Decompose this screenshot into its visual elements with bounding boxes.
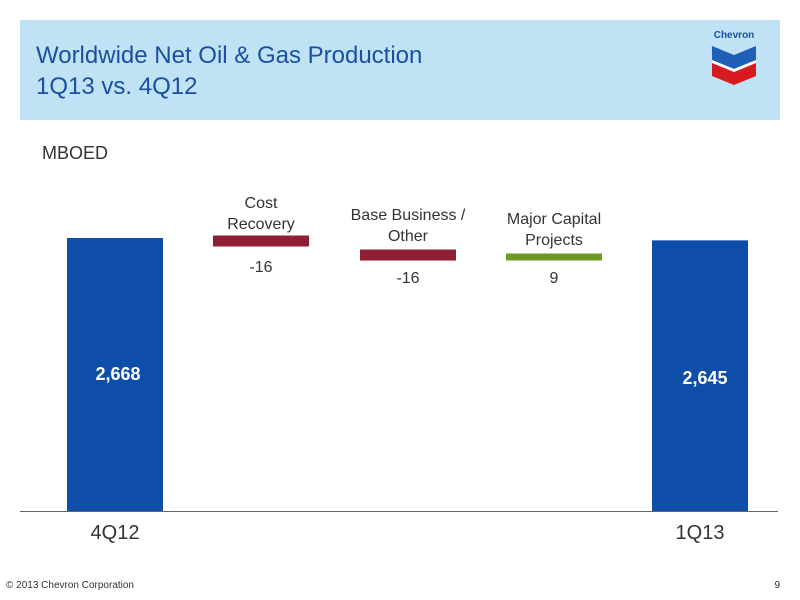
- copyright: © 2013 Chevron Corporation: [6, 580, 134, 591]
- x-tick-label: 1Q13: [676, 522, 725, 544]
- data-label: -16: [396, 270, 419, 287]
- category-label: Major Capital: [507, 211, 601, 228]
- title-line-2: 1Q13 vs. 4Q12: [36, 73, 198, 100]
- category-label: Cost: [245, 195, 278, 212]
- category-label: Other: [388, 228, 429, 245]
- data-label: 9: [550, 270, 559, 287]
- category-label: Projects: [525, 232, 583, 249]
- bar-delta: [506, 253, 602, 261]
- title-line-1: Worldwide Net Oil & Gas Production: [36, 42, 423, 69]
- header-band: Worldwide Net Oil & Gas Production 1Q13 …: [20, 20, 780, 120]
- data-label: 2,668: [95, 364, 140, 384]
- unit-label: MBOED: [42, 143, 109, 163]
- chevron-logo: Chevron: [706, 30, 762, 94]
- logo-text: Chevron: [713, 30, 755, 41]
- category-label: Base Business /: [351, 207, 466, 224]
- category-label: Recovery: [227, 216, 295, 233]
- data-label: -16: [249, 259, 272, 276]
- x-tick-label: 4Q12: [91, 522, 140, 544]
- page-title: Worldwide Net Oil & Gas Production 1Q13 …: [36, 40, 422, 102]
- bar-delta: [360, 249, 456, 261]
- bar-start: [67, 238, 163, 511]
- data-label: 2,645: [682, 368, 727, 388]
- bar-end: [652, 240, 748, 511]
- chevron-logo-icon: [712, 46, 756, 85]
- bar-delta: [213, 235, 309, 247]
- page-number: 9: [774, 580, 780, 591]
